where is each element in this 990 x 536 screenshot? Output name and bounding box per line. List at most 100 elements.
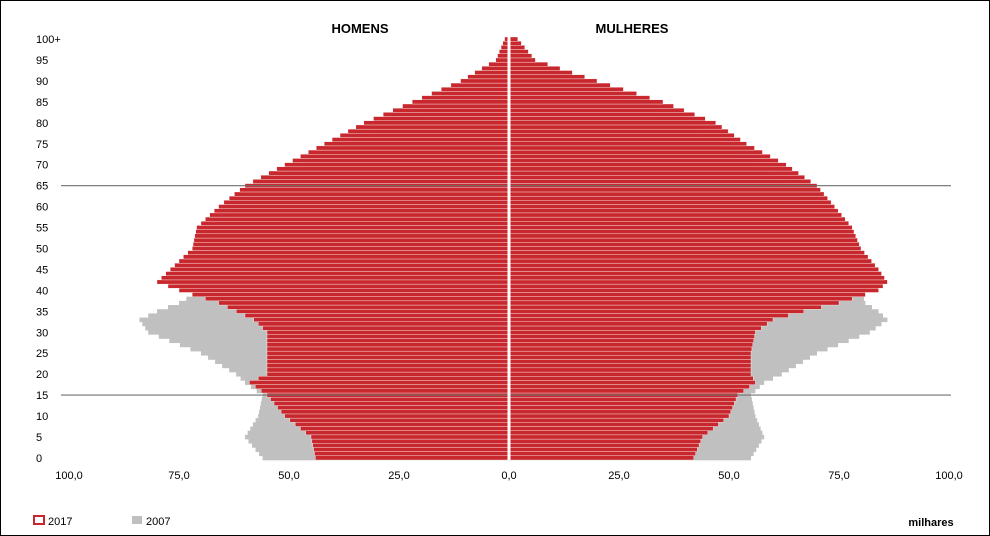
legend-swatch-2007: [132, 516, 142, 524]
bar-2017-women-age-85: [508, 99, 664, 105]
bar-2017-men-age-93: [481, 66, 510, 71]
bar-2017-men-age-87: [431, 91, 510, 96]
bar-2017-women-age-58: [508, 212, 842, 218]
bar-2017-women-age-82: [508, 112, 695, 117]
bar-2017-women-age-46: [508, 262, 876, 268]
bar-2017-men-age-27: [266, 342, 510, 348]
bar-2017-women-age-20: [508, 371, 752, 377]
bar-2017-men-age-30: [266, 329, 510, 335]
legend-swatch-2017: [33, 515, 45, 525]
bar-2017-women-age-12: [508, 405, 733, 410]
bar-2017-women-age-32: [508, 321, 768, 327]
y-tick-label: 20: [36, 369, 48, 381]
bar-2017-women-age-22: [508, 363, 752, 369]
bar-2017-men-age-71: [292, 158, 510, 163]
bar-2017-women-age-62: [508, 195, 828, 201]
bar-2017-women-age-76: [508, 137, 741, 142]
x-tick-label: 0,0: [501, 470, 516, 482]
bar-2017-men-age-46: [174, 262, 510, 268]
y-tick-label: 45: [36, 264, 48, 276]
bar-2017-men-age-37: [218, 300, 510, 306]
units-label: milhares: [908, 517, 953, 529]
reference-lines: [61, 185, 951, 396]
bar-2017-men-age-13: [273, 401, 510, 406]
bar-2017-men-age-57: [205, 216, 510, 222]
bar-2017-women-age-66: [508, 179, 812, 184]
bar-2017-men-age-20: [266, 371, 510, 377]
bar-2017-men-age-31: [262, 325, 510, 331]
bar-2017-women-age-41: [508, 283, 884, 289]
bar-2017-men-age-79: [355, 124, 510, 130]
y-tick-label: 75: [36, 139, 48, 151]
bar-2017-women-age-4: [508, 438, 702, 444]
bar-2017-men-age-16: [260, 388, 510, 394]
bar-2017-women-age-13: [508, 401, 735, 406]
bar-2017-women-age-11: [508, 409, 731, 415]
bar-2017-men-age-41: [167, 283, 510, 289]
bar-2017-men-age-50: [192, 246, 510, 251]
bar-2017-men-age-1: [314, 451, 510, 456]
x-tick-label: 25,0: [388, 470, 409, 482]
bar-2017-women-age-88: [508, 87, 624, 92]
y-tick-label: 85: [36, 97, 48, 109]
bar-2017-women-age-94: [508, 61, 548, 67]
bar-2017-men-age-88: [441, 87, 510, 92]
bar-2017-men-age-80: [363, 120, 510, 126]
bar-2017-men-age-67: [260, 175, 510, 180]
bar-2017-men-age-2: [313, 447, 510, 452]
bar-2017-men-age-70: [284, 162, 510, 168]
bar-2017-women-age-42: [508, 279, 888, 285]
bar-2017-women-age-98: [508, 45, 526, 50]
y-tick-label: 65: [36, 181, 48, 193]
bar-2017-women-age-25: [508, 350, 752, 356]
bar-2017-men-age-89: [450, 82, 510, 88]
bar-2017-men-age-74: [316, 145, 510, 151]
bar-2017-men-age-81: [373, 116, 510, 121]
y-tick-label: 10: [36, 411, 48, 423]
bar-2017-men-age-36: [227, 304, 510, 310]
bar-2017-women-age-48: [508, 254, 869, 260]
bar-2017-women-age-30: [508, 329, 756, 335]
bar-2017-women-age-79: [508, 124, 723, 130]
bar-2017-women-age-50: [508, 246, 862, 251]
bar-2017-men-age-33: [253, 317, 510, 322]
bar-2017-women-age-45: [508, 267, 879, 272]
bar-2017-men-age-96: [497, 53, 510, 59]
bar-2017-men-age-63: [234, 191, 510, 197]
bar-2017-women-age-81: [508, 116, 706, 121]
y-tick-label: 55: [36, 223, 48, 235]
bar-2017-men-age-14: [270, 397, 510, 402]
bar-2017-men-age-60: [218, 204, 510, 209]
bar-2017-women-age-21: [508, 367, 752, 373]
bar-2017-men-age-55: [196, 225, 510, 230]
bar-2017-women-age-17: [508, 384, 750, 389]
bar-2017-women-age-39: [508, 292, 866, 297]
bar-2017-men-age-34: [244, 313, 510, 318]
bar-2017-women-age-64: [508, 187, 821, 193]
bar-2017-men-age-58: [209, 212, 510, 218]
bar-2017-men-age-64: [239, 187, 510, 193]
x-tick-label: 50,0: [278, 470, 299, 482]
bar-2017-women-age-78: [508, 128, 729, 134]
bar-2017-women-age-55: [508, 225, 853, 230]
bar-2017-women-age-89: [508, 82, 611, 88]
bar-2017-men-age-4: [311, 438, 510, 444]
bar-2017-men-age-95: [495, 57, 510, 63]
bar-2017-women-age-5: [508, 434, 703, 440]
bar-2017-women-age-47: [508, 258, 872, 264]
bar-2017-women-age-80: [508, 120, 716, 126]
bar-2017-men-age-91: [467, 74, 510, 80]
bar-2017-men-age-73: [308, 149, 510, 155]
y-tick-label: 80: [36, 118, 48, 130]
bar-2017-men-age-76: [331, 137, 510, 142]
bar-2017-men-age-10: [284, 413, 510, 419]
x-tick-label: 75,0: [828, 470, 849, 482]
header-women: MULHERES: [596, 21, 669, 36]
bar-2017-men-age-45: [170, 267, 510, 272]
bar-2017-men-age-5: [310, 434, 510, 440]
bar-2017-women-age-73: [508, 149, 763, 155]
bar-2017-men-age-26: [266, 346, 510, 352]
x-tick-label: 50,0: [718, 470, 739, 482]
series-2017-bars: [156, 36, 888, 461]
